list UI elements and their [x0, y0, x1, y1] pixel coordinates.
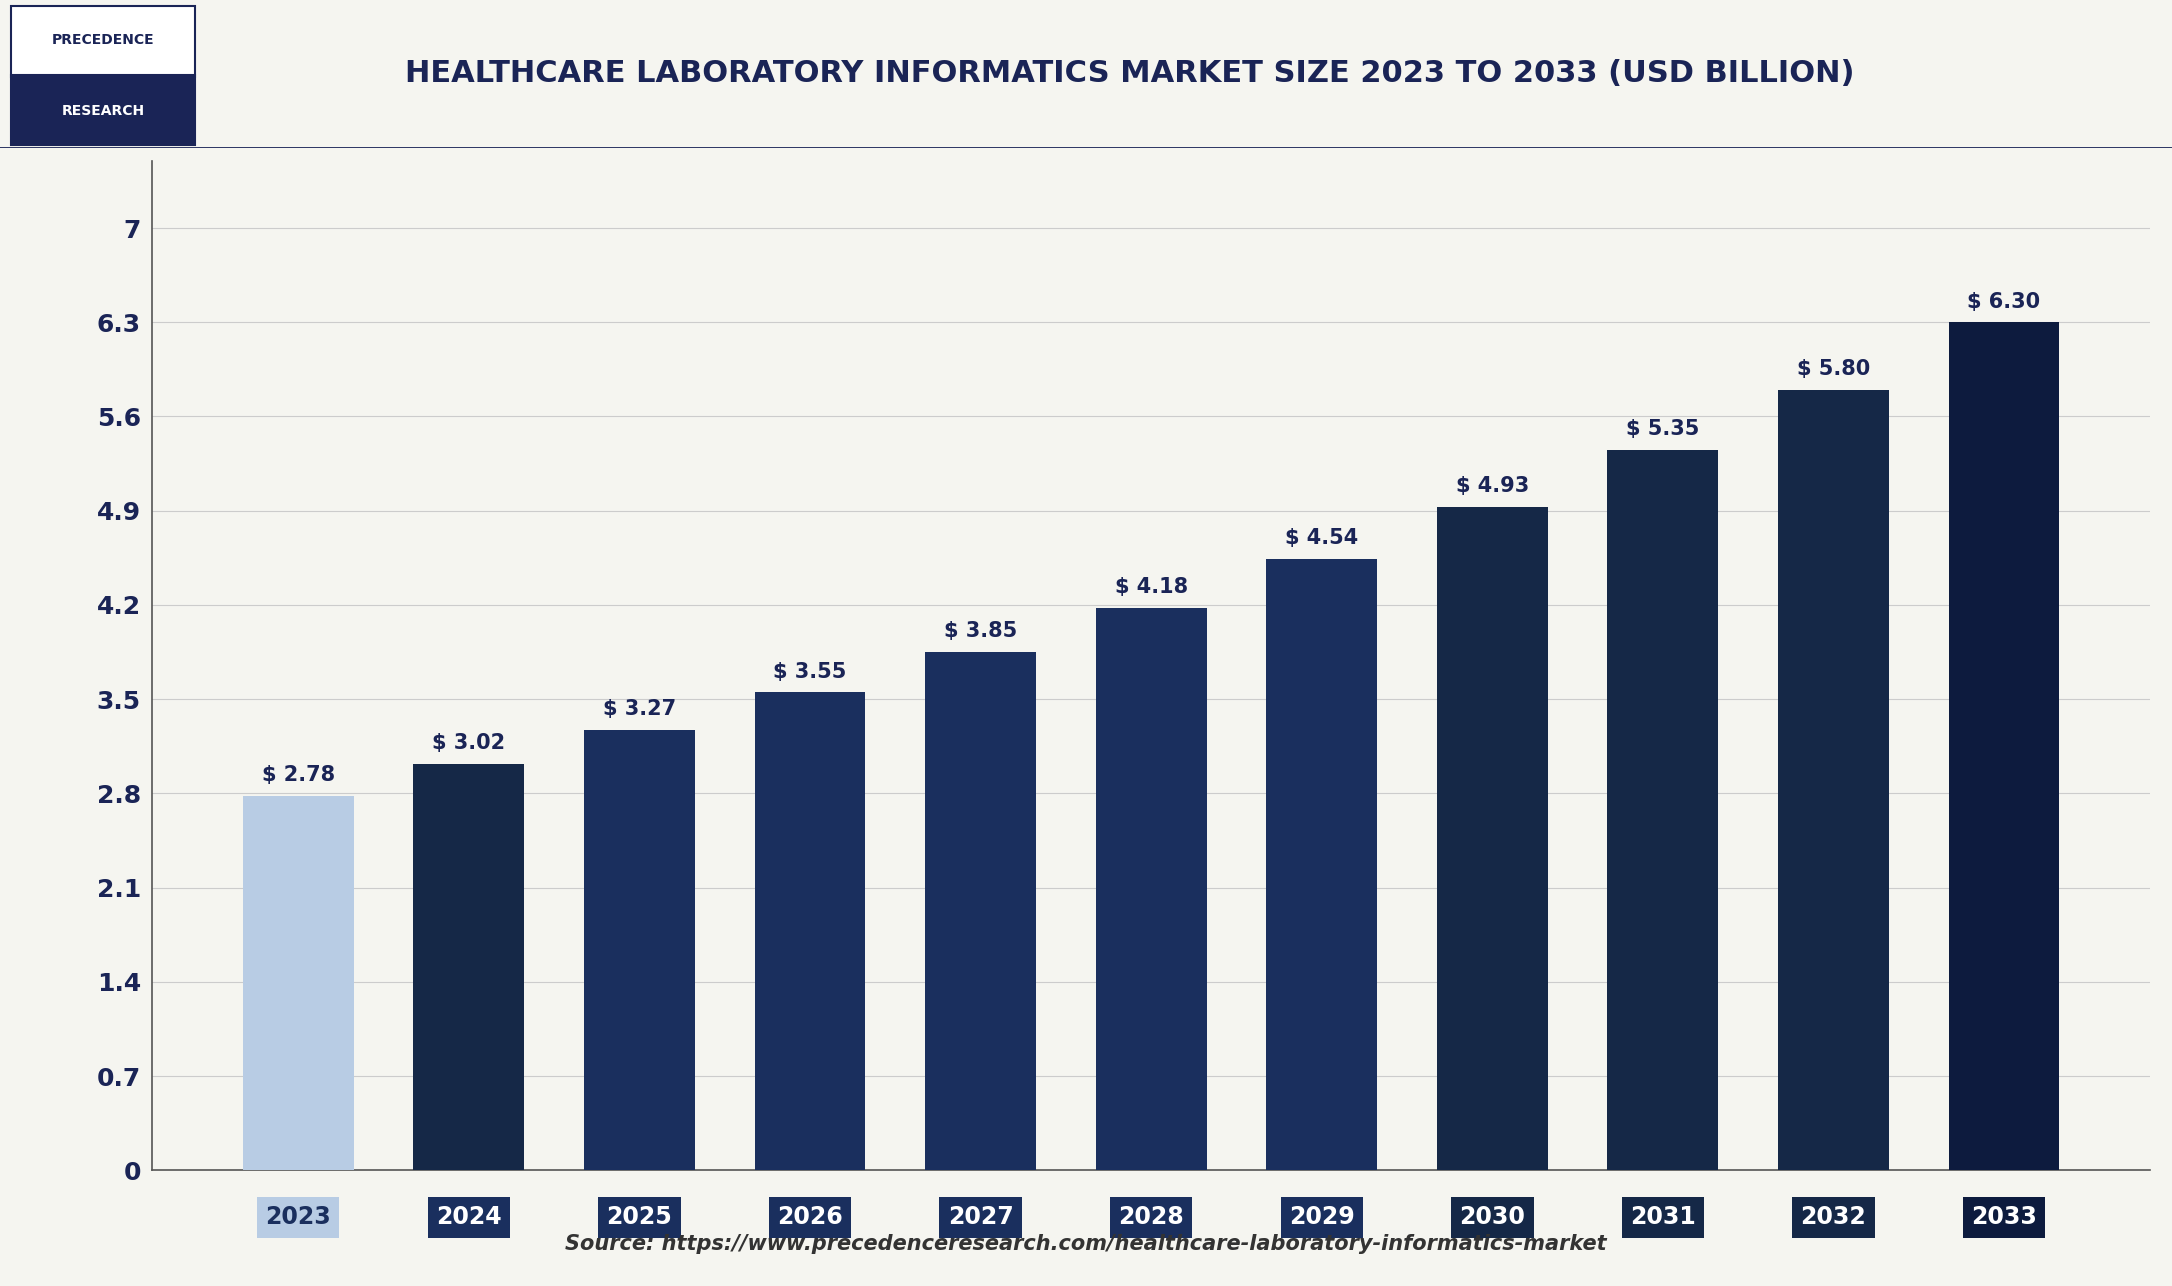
Bar — [925, 652, 1036, 1170]
Text: $ 6.30: $ 6.30 — [1968, 292, 2040, 311]
Text: $ 2.78: $ 2.78 — [263, 765, 334, 786]
Text: $ 4.18: $ 4.18 — [1114, 577, 1188, 597]
Text: $ 3.27: $ 3.27 — [604, 700, 675, 719]
Text: 2023: 2023 — [265, 1205, 330, 1229]
Text: 2028: 2028 — [1119, 1205, 1184, 1229]
Bar — [754, 692, 864, 1170]
Text: 2025: 2025 — [606, 1205, 673, 1229]
Bar — [1948, 323, 2059, 1170]
Text: 2033: 2033 — [1970, 1205, 2037, 1229]
Text: 2032: 2032 — [1801, 1205, 1866, 1229]
Text: 2026: 2026 — [778, 1205, 843, 1229]
Text: $ 5.80: $ 5.80 — [1796, 359, 1870, 379]
Text: $ 3.85: $ 3.85 — [945, 621, 1016, 642]
FancyBboxPatch shape — [11, 6, 195, 77]
Text: $ 3.55: $ 3.55 — [773, 662, 847, 682]
Bar — [1438, 507, 1549, 1170]
Text: $ 5.35: $ 5.35 — [1627, 419, 1699, 440]
Bar — [1607, 450, 1718, 1170]
Bar — [1095, 607, 1208, 1170]
Text: 2029: 2029 — [1288, 1205, 1355, 1229]
Bar — [243, 796, 354, 1170]
Text: $ 4.93: $ 4.93 — [1455, 476, 1529, 496]
Bar — [413, 764, 523, 1170]
Text: 2030: 2030 — [1460, 1205, 1525, 1229]
Text: RESEARCH: RESEARCH — [61, 104, 146, 118]
Bar — [1779, 390, 1890, 1170]
FancyBboxPatch shape — [11, 76, 195, 145]
Text: Source: https://www.precedenceresearch.com/healthcare-laboratory-informatics-mar: Source: https://www.precedenceresearch.c… — [565, 1233, 1607, 1254]
Text: PRECEDENCE: PRECEDENCE — [52, 33, 154, 46]
Bar — [1266, 559, 1377, 1170]
Text: $ 3.02: $ 3.02 — [432, 733, 506, 754]
Text: HEALTHCARE LABORATORY INFORMATICS MARKET SIZE 2023 TO 2033 (USD BILLION): HEALTHCARE LABORATORY INFORMATICS MARKET… — [404, 59, 1855, 89]
Text: 2024: 2024 — [437, 1205, 502, 1229]
Text: $ 4.54: $ 4.54 — [1286, 529, 1358, 548]
Text: 2031: 2031 — [1629, 1205, 1696, 1229]
Text: 2027: 2027 — [947, 1205, 1014, 1229]
Bar — [584, 730, 695, 1170]
